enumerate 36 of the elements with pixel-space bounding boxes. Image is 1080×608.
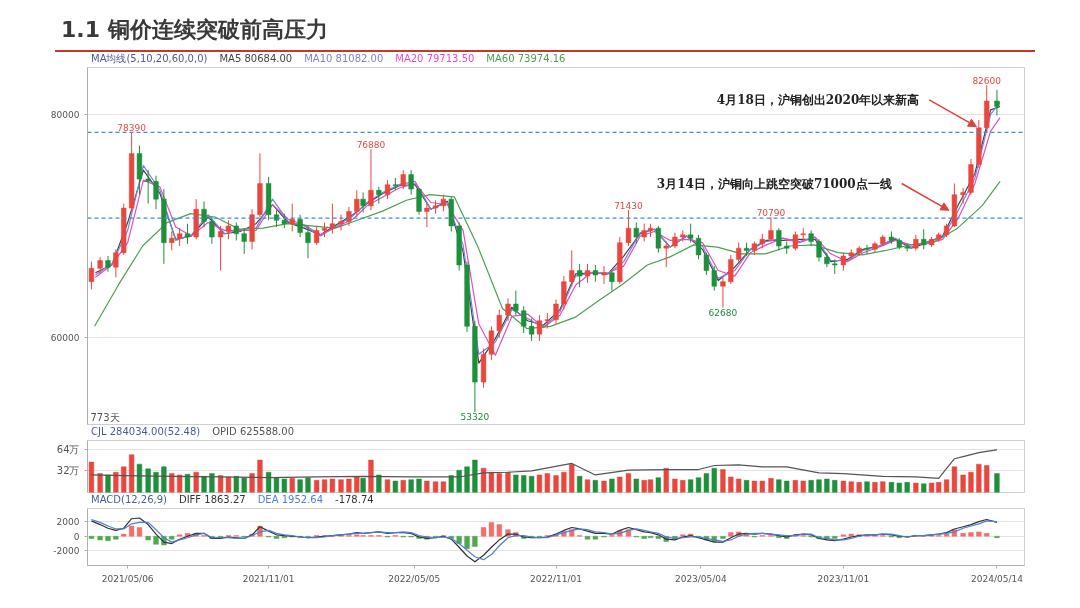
annotation: 53320	[460, 412, 490, 423]
text: -178.74	[335, 494, 374, 505]
annotation: 4月18日，沪铜创出2020年以来新高	[716, 92, 920, 107]
annotation: 70790	[756, 208, 786, 219]
annotation: 82600	[972, 76, 1002, 87]
x-tick-label: 2021/05/06	[101, 573, 154, 584]
annotation: 3月14日，沪铜向上跳空突破71000点一线	[656, 176, 892, 191]
annotation: 76880	[356, 140, 386, 151]
text: MA60 73974.16	[486, 53, 566, 64]
y-tick-label: -2000	[53, 546, 80, 557]
y-tick-label: 32万	[56, 465, 80, 477]
y-tick-label: 64万	[56, 443, 80, 455]
annotation: 78390	[117, 123, 147, 134]
legend-title: MACD(12,26,9)	[91, 494, 167, 505]
x-tick-label: 2022/05/05	[388, 573, 441, 584]
annotation: 71430	[614, 200, 644, 211]
y-tick-label: 0	[73, 531, 80, 542]
text: MA20 79713.50	[395, 53, 475, 64]
text: OPID 625588.00	[212, 426, 295, 437]
text: MA5 80684.00	[219, 53, 293, 64]
text: DIFF 1863.27	[178, 494, 246, 505]
x-tick-label: 2023/05/04	[674, 573, 728, 584]
y-tick-label: 60000	[50, 332, 80, 343]
x-tick-label: 2022/11/01	[530, 573, 582, 584]
y-tick-label: 2000	[56, 517, 80, 528]
text: DEA 1952.64	[257, 494, 324, 505]
annotation: 62680	[708, 307, 738, 318]
x-tick-label: 2021/11/01	[242, 573, 295, 584]
text: MA10 81082.00	[304, 53, 384, 64]
x-axis-title: 773天	[90, 411, 120, 423]
y-tick-label: 80000	[50, 109, 80, 120]
chart-title: 1.1 铜价连续突破前高压力	[61, 16, 328, 44]
x-tick-label: 2023/11/01	[817, 573, 870, 584]
legend-title: CJL 284034.00(52.48)	[91, 426, 201, 437]
legend-title: MA均线(5,10,20,60,0,0)	[91, 53, 208, 64]
x-tick-label: 2024/05/14	[971, 573, 1024, 584]
